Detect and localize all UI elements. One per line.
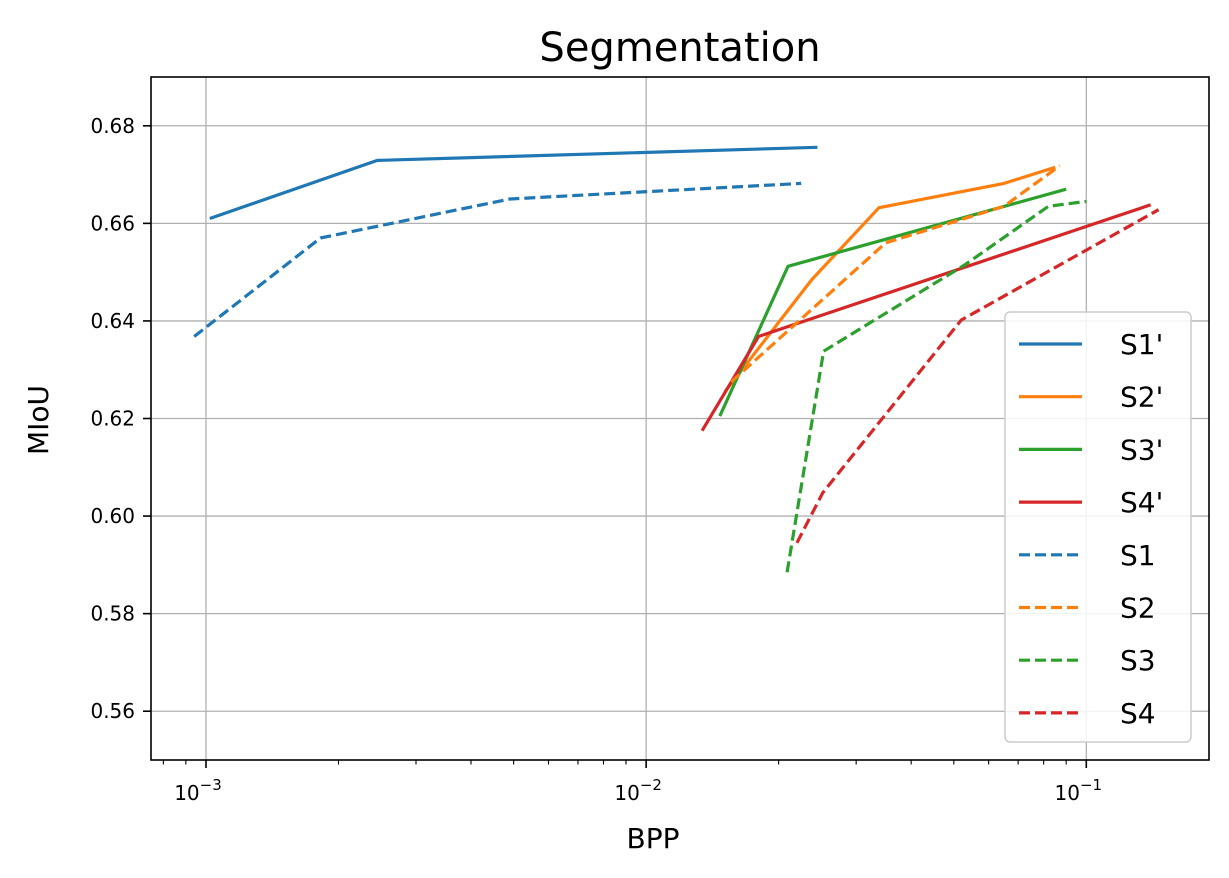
series-line-s3	[785, 199, 1087, 573]
legend-label-s4: S4	[1120, 697, 1156, 730]
series-line-s4	[795, 208, 1160, 544]
legend-label-s2-prime: S2'	[1120, 381, 1163, 414]
series-line-s1-prime	[209, 145, 818, 221]
legend-label-s3-prime: S3'	[1120, 433, 1163, 466]
y-tick-label: 0.66	[90, 211, 135, 235]
y-tick-label: 0.58	[90, 602, 135, 626]
y-tick-label: 0.60	[90, 504, 135, 528]
x-tick-label: 10−3	[174, 776, 222, 805]
legend-label-s3: S3	[1120, 644, 1156, 677]
legend-label-s1: S1	[1120, 539, 1156, 572]
chart-title: Segmentation	[539, 25, 820, 71]
series-line-s1	[193, 181, 802, 338]
series-line-s4-prime	[700, 203, 1152, 432]
legend-box	[1004, 311, 1192, 743]
x-axis-label: BPP	[627, 822, 680, 855]
series-line-s2-prime	[723, 165, 1056, 393]
legend: S1' S2' S3' S4' S1 S2 S3 S4	[1004, 311, 1192, 743]
y-tick-label: 0.56	[90, 699, 135, 723]
legend-label-s4-prime: S4'	[1120, 486, 1163, 519]
x-tick-label: 10−2	[614, 776, 662, 805]
series-layer	[193, 145, 1160, 573]
legend-label-s1-prime: S1'	[1120, 328, 1163, 361]
x-tick-label: 10−1	[1055, 776, 1103, 805]
y-axis-label: MIoU	[22, 385, 55, 455]
axis-ticks: 0.56 0.58 0.60 0.62 0.64 0.66 0.68 10−3 10−2 10−1	[90, 114, 1102, 805]
y-tick-label: 0.62	[90, 407, 135, 431]
series-line-s2	[730, 164, 1061, 384]
y-tick-label: 0.68	[90, 114, 135, 138]
y-tick-label: 0.64	[90, 309, 135, 333]
legend-label-s2: S2	[1120, 592, 1156, 625]
